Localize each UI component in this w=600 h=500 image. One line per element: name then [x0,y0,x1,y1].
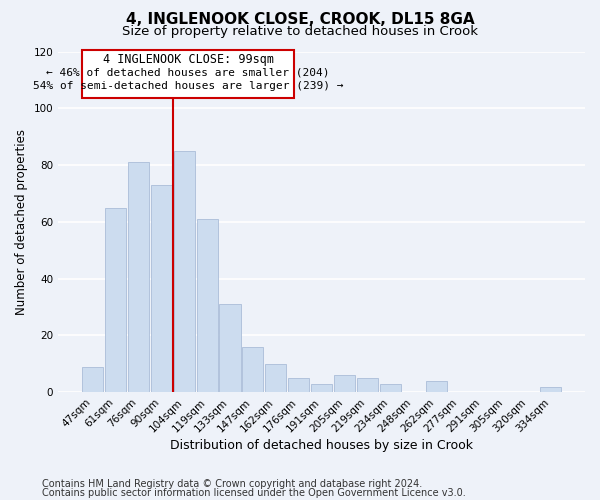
Bar [105,208,126,392]
Bar [334,375,355,392]
Text: 4, INGLENOOK CLOSE, CROOK, DL15 8GA: 4, INGLENOOK CLOSE, CROOK, DL15 8GA [125,12,475,28]
FancyBboxPatch shape [82,50,294,98]
Bar [128,162,149,392]
Text: Contains HM Land Registry data © Crown copyright and database right 2024.: Contains HM Land Registry data © Crown c… [42,479,422,489]
Bar [220,304,241,392]
Text: 54% of semi-detached houses are larger (239) →: 54% of semi-detached houses are larger (… [33,82,343,92]
Bar [82,366,103,392]
Y-axis label: Number of detached properties: Number of detached properties [15,129,28,315]
Bar [242,347,263,392]
Bar [357,378,378,392]
Text: 4 INGLENOOK CLOSE: 99sqm: 4 INGLENOOK CLOSE: 99sqm [103,53,274,66]
Bar [173,151,195,392]
Bar [265,364,286,392]
Bar [197,219,218,392]
Bar [288,378,309,392]
Bar [311,384,332,392]
Bar [540,386,561,392]
Text: Contains public sector information licensed under the Open Government Licence v3: Contains public sector information licen… [42,488,466,498]
Bar [151,185,172,392]
X-axis label: Distribution of detached houses by size in Crook: Distribution of detached houses by size … [170,440,473,452]
Text: ← 46% of detached houses are smaller (204): ← 46% of detached houses are smaller (20… [46,67,330,77]
Text: Size of property relative to detached houses in Crook: Size of property relative to detached ho… [122,25,478,38]
Bar [425,381,446,392]
Bar [380,384,401,392]
